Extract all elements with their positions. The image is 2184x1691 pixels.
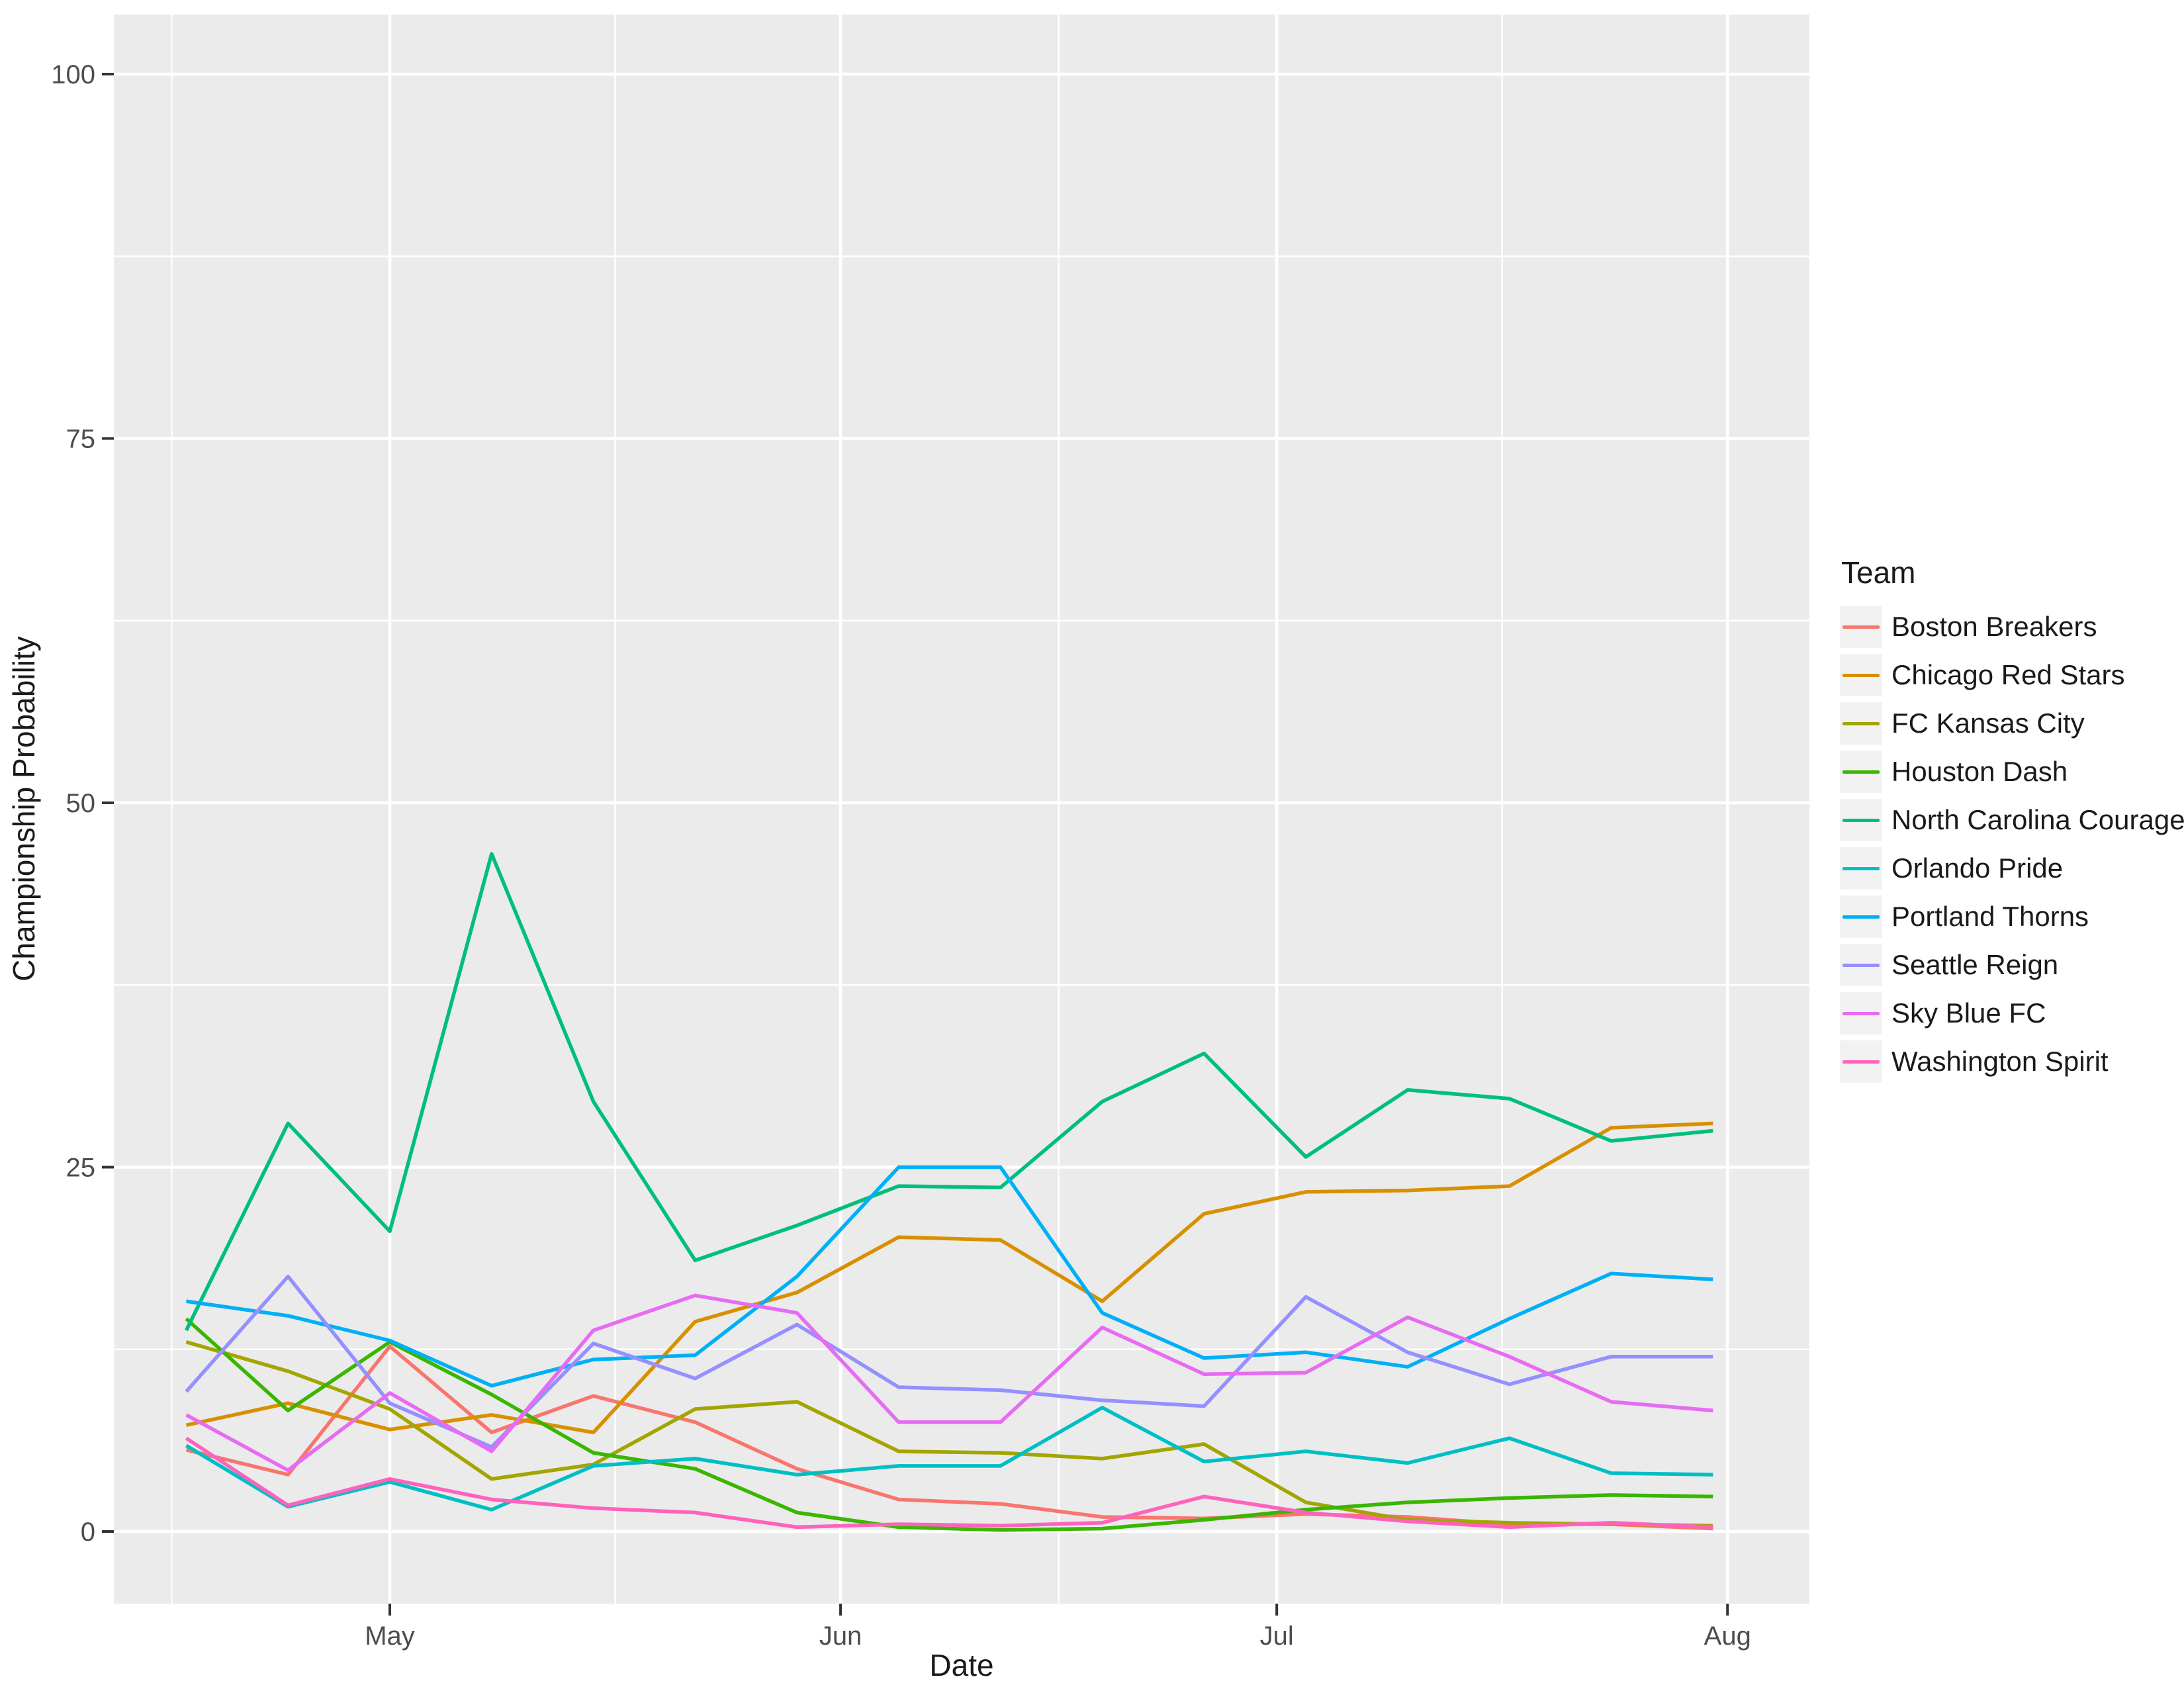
legend-item-chicago-red-stars: Chicago Red Stars <box>1840 651 2184 699</box>
legend-item-sky-blue-fc: Sky Blue FC <box>1840 989 2184 1037</box>
legend-item-label: Chicago Red Stars <box>1891 659 2125 690</box>
legend-key-line <box>1843 915 1880 919</box>
legend-key-swatch <box>1840 991 1882 1034</box>
series-line-sky-blue-fc <box>185 1293 1713 1473</box>
legend-item-label: Orlando Pride <box>1891 852 2064 884</box>
legend-key-line <box>1843 770 1880 774</box>
y-tick-label: 100 <box>51 60 95 89</box>
legend-key-swatch <box>1840 798 1882 841</box>
x-axis-title: Date <box>929 1648 993 1682</box>
legend-item-seattle-reign: Seattle Reign <box>1840 940 2184 989</box>
legend-item-label: North Carolina Courage <box>1891 803 2184 835</box>
legend-key-swatch <box>1840 702 1882 745</box>
legend-key-line <box>1843 1060 1880 1064</box>
legend-item-label: FC Kansas City <box>1891 707 2085 739</box>
x-tick-label: Aug <box>1704 1622 1751 1651</box>
x-tick-label: May <box>365 1622 415 1651</box>
legend: Team Boston Breakers Chicago Red Stars FC … <box>1840 555 2184 1085</box>
x-tick-label: Jul <box>1260 1622 1294 1651</box>
series-line-fc-kansas-city <box>185 1340 1713 1528</box>
y-axis-title: Championship Probability <box>7 636 41 982</box>
legend-key-line <box>1843 866 1880 870</box>
x-tick-label: Jun <box>819 1622 862 1651</box>
minor-gridlines <box>114 15 1809 1604</box>
series-lines <box>184 852 1713 1532</box>
y-tick-label: 75 <box>66 425 96 454</box>
legend-item-houston-dash: Houston Dash <box>1840 747 2184 796</box>
legend-item-fc-kansas-city: FC Kansas City <box>1840 699 2184 747</box>
plot-panel <box>114 15 1809 1604</box>
legend-key-swatch <box>1840 750 1882 793</box>
legend-item-washington-spirit: Washington Spirit <box>1840 1037 2184 1085</box>
legend-item-label: Seattle Reign <box>1891 948 2059 980</box>
legend-key-swatch <box>1840 605 1882 648</box>
y-tick-label: 0 <box>81 1518 95 1547</box>
y-tick-label: 25 <box>66 1154 96 1183</box>
legend-item-north-carolina-courage: North Carolina Courage <box>1840 796 2184 844</box>
legend-item-portland-thorns: Portland Thorns <box>1840 892 2184 940</box>
series-line-houston-dash <box>185 1317 1713 1532</box>
series-line-portland-thorns <box>186 1165 1713 1388</box>
legend-key-swatch <box>1840 895 1882 938</box>
legend-key-swatch <box>1840 1040 1882 1083</box>
legend-item-label: Washington Spirit <box>1891 1045 2109 1077</box>
y-tick-label: 50 <box>66 789 96 818</box>
legend-key-line <box>1843 818 1880 822</box>
legend-item-orlando-pride: Orlando Pride <box>1840 844 2184 892</box>
legend-item-boston-breakers: Boston Breakers <box>1840 602 2184 651</box>
legend-items: Boston Breakers Chicago Red Stars FC Kansa… <box>1840 602 2184 1085</box>
legend-key-swatch <box>1840 846 1882 890</box>
legend-item-label: Sky Blue FC <box>1891 997 2046 1028</box>
series-line-orlando-pride <box>185 1406 1713 1512</box>
legend-key-line <box>1843 625 1880 629</box>
axis-tick-labels: 0 25 50 75 100 May Jun Jul Aug <box>51 60 1751 1651</box>
legend-key-line <box>1843 1011 1880 1015</box>
series-line-washington-spirit <box>185 1436 1713 1530</box>
legend-title: Team <box>1841 555 1916 590</box>
legend-item-label: Houston Dash <box>1891 755 2068 787</box>
legend-item-label: Portland Thorns <box>1891 900 2089 932</box>
legend-key-swatch <box>1840 943 1882 986</box>
legend-key-swatch <box>1840 653 1882 696</box>
legend-key-line <box>1843 721 1880 725</box>
legend-key-line <box>1843 673 1880 677</box>
axis-ticks <box>102 73 1729 1616</box>
legend-key-line <box>1843 963 1880 967</box>
series-line-seattle-reign <box>185 1274 1713 1449</box>
legend-item-label: Boston Breakers <box>1891 610 2097 642</box>
series-line-north-carolina-courage <box>184 852 1713 1332</box>
